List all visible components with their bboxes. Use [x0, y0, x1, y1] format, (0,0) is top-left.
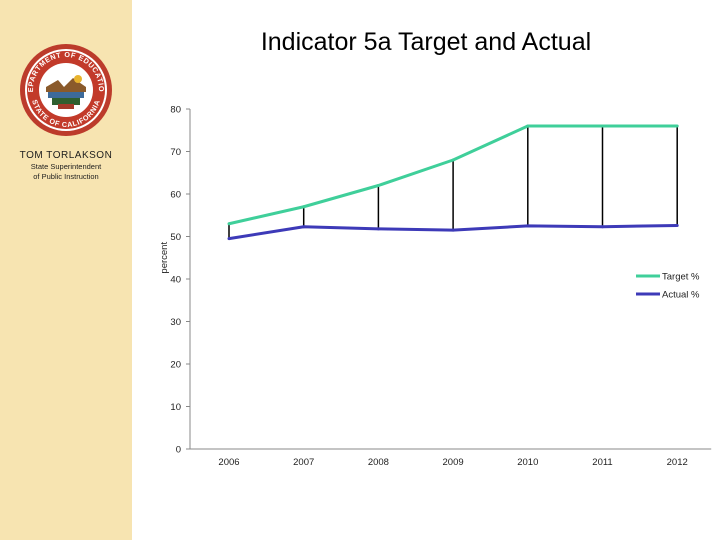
actual-point [526, 224, 530, 228]
actual-point [227, 237, 231, 241]
actual-point [601, 225, 604, 229]
sidebar-panel: DEPARTMENT OF EDUCATION STATE OF CALIFOR… [0, 0, 132, 540]
y-tick-label: 60 [170, 190, 181, 201]
x-tick-label: 2011 [592, 457, 612, 468]
y-tick-label: 20 [170, 360, 181, 371]
superintendent-title-line1: State Superintendent [30, 162, 102, 171]
legend-actual-label: Actual % [662, 290, 700, 301]
actual-point [376, 227, 380, 231]
slide-title: Indicator 5a Target and Actual [260, 28, 592, 56]
actual-point [302, 225, 306, 229]
y-tick-label: 40 [170, 275, 181, 286]
legend-target-label: Target % [662, 272, 700, 283]
x-tick-label: 2007 [293, 457, 314, 468]
y-tick-label: 80 [170, 105, 181, 116]
y-tick-label: 10 [170, 402, 181, 413]
target-point [601, 124, 604, 128]
y-tick-label: 50 [170, 232, 181, 243]
target-point [451, 158, 455, 162]
y-axis-label: percent [159, 242, 170, 274]
target-point [526, 124, 530, 128]
y-tick-label: 70 [170, 147, 181, 158]
x-tick-label: 2006 [218, 457, 239, 468]
target-point [376, 184, 380, 187]
y-tick-label: 0 [176, 445, 181, 456]
target-point [675, 124, 679, 128]
x-tick-label: 2009 [443, 457, 464, 468]
x-tick-label: 2010 [517, 457, 538, 468]
x-tick-label: 2008 [368, 457, 389, 468]
california-education-seal: DEPARTMENT OF EDUCATION STATE OF CALIFOR… [18, 42, 112, 136]
x-tick-label: 2012 [667, 457, 688, 468]
target-point [227, 222, 231, 226]
superintendent-title: State Superintendent of Public Instructi… [0, 162, 132, 182]
actual-point [451, 228, 455, 232]
actual-point [675, 223, 679, 227]
superintendent-name: TOM TORLAKSON [19, 150, 113, 161]
superintendent-title-line2: of Public Instruction [33, 172, 99, 181]
y-tick-label: 30 [170, 317, 181, 328]
target-point [302, 205, 306, 209]
